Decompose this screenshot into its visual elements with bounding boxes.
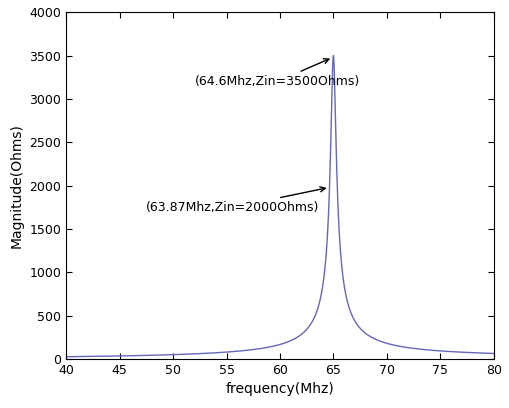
Text: (64.6Mhz,Zin=3500Ohms): (64.6Mhz,Zin=3500Ohms)	[194, 59, 360, 88]
Y-axis label: Magnitude(Ohms): Magnitude(Ohms)	[10, 123, 24, 248]
X-axis label: frequency(Mhz): frequency(Mhz)	[225, 382, 334, 397]
Text: (63.87Mhz,Zin=2000Ohms): (63.87Mhz,Zin=2000Ohms)	[147, 187, 325, 214]
